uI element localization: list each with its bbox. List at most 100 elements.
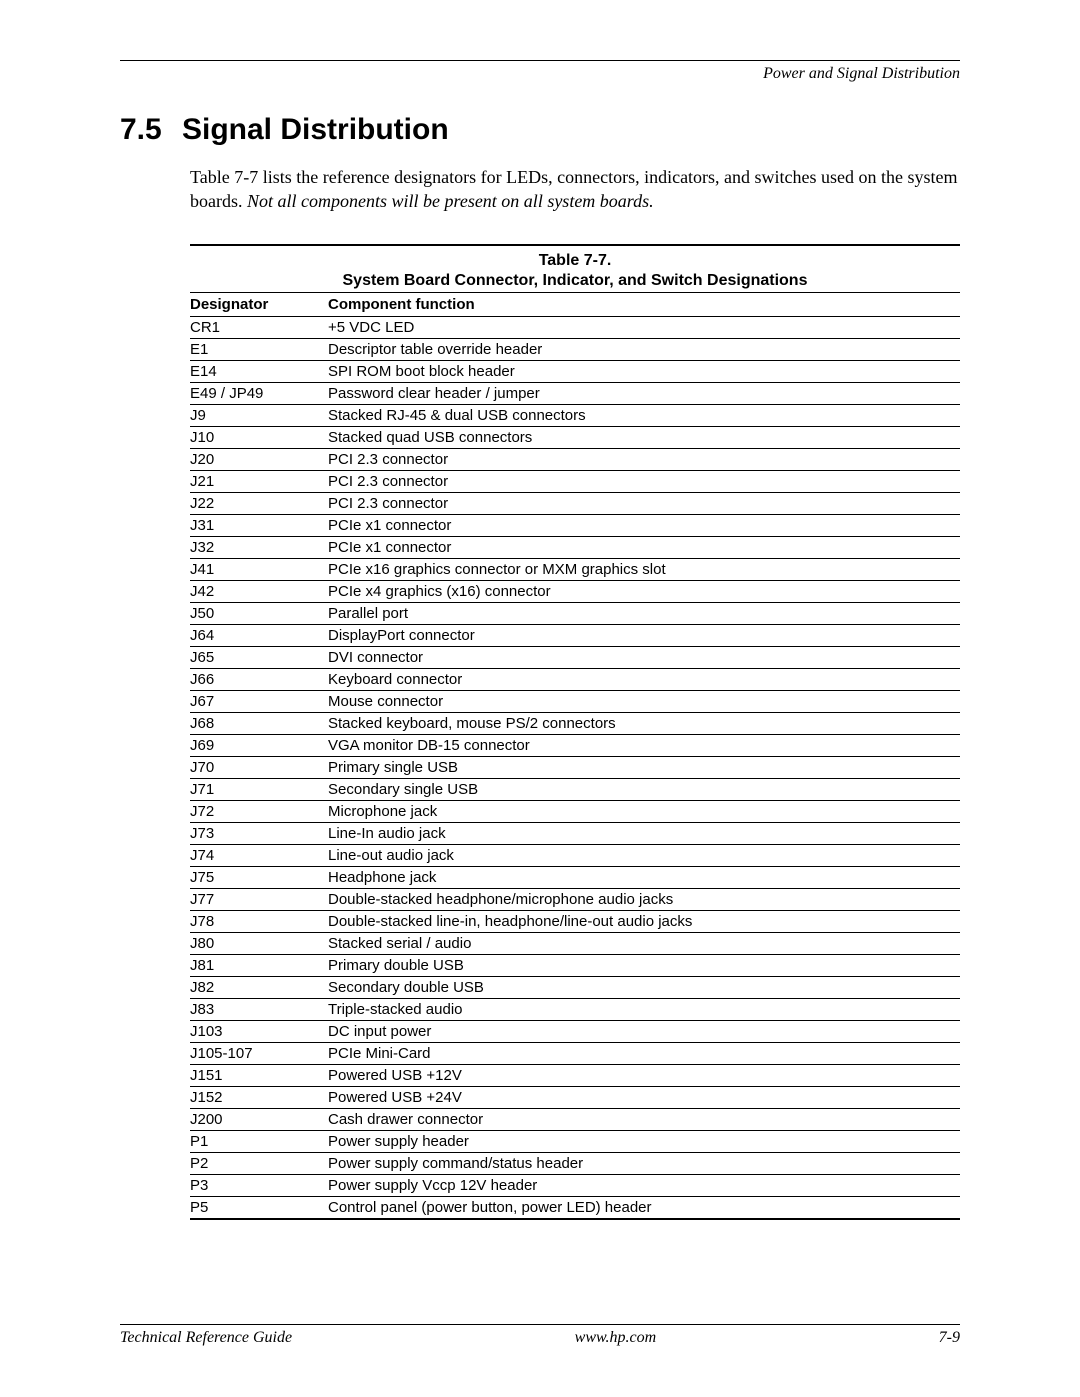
table-row: E1Descriptor table override header [190,338,960,360]
cell-designator: P2 [190,1152,328,1174]
cell-designator: J151 [190,1064,328,1086]
cell-designator: J105-107 [190,1042,328,1064]
table-row: J151Powered USB +12V [190,1064,960,1086]
cell-designator: J73 [190,822,328,844]
table-row: P1Power supply header [190,1130,960,1152]
table-row: J10Stacked quad USB connectors [190,426,960,448]
table-row: J73Line-In audio jack [190,822,960,844]
cell-function: SPI ROM boot block header [328,360,960,382]
cell-designator: J77 [190,888,328,910]
table-row: CR1+5 VDC LED [190,316,960,338]
cell-designator: J68 [190,712,328,734]
cell-function: Stacked quad USB connectors [328,426,960,448]
cell-designator: J67 [190,690,328,712]
cell-designator: CR1 [190,316,328,338]
table-row: J41PCIe x16 graphics connector or MXM gr… [190,558,960,580]
cell-function: Microphone jack [328,800,960,822]
intro-paragraph: Table 7-7 lists the reference designator… [190,165,960,214]
cell-designator: J9 [190,404,328,426]
table-row: J64DisplayPort connector [190,624,960,646]
cell-function: Stacked keyboard, mouse PS/2 connectors [328,712,960,734]
table-row: J69VGA monitor DB-15 connector [190,734,960,756]
cell-designator: P3 [190,1174,328,1196]
cell-function: DVI connector [328,646,960,668]
cell-designator: E14 [190,360,328,382]
cell-function: PCI 2.3 connector [328,470,960,492]
footer-center: www.hp.com [292,1329,939,1347]
cell-function: Control panel (power button, power LED) … [328,1196,960,1219]
cell-function: PCIe x1 connector [328,514,960,536]
cell-function: VGA monitor DB-15 connector [328,734,960,756]
table-row: J152Powered USB +24V [190,1086,960,1108]
cell-function: Power supply command/status header [328,1152,960,1174]
table-row: J67Mouse connector [190,690,960,712]
table-row: J80Stacked serial / audio [190,932,960,954]
header-function: Component function [328,292,960,316]
table-row: P5Control panel (power button, power LED… [190,1196,960,1219]
cell-function: Stacked RJ-45 & dual USB connectors [328,404,960,426]
cell-designator: J66 [190,668,328,690]
cell-function: Power supply Vccp 12V header [328,1174,960,1196]
cell-function: PCIe x1 connector [328,536,960,558]
table-row: E49 / JP49Password clear header / jumper [190,382,960,404]
cell-designator: J10 [190,426,328,448]
cell-designator: E1 [190,338,328,360]
cell-function: PCIe x16 graphics connector or MXM graph… [328,558,960,580]
cell-function: Triple-stacked audio [328,998,960,1020]
table-header-row: Designator Component function [190,292,960,316]
cell-function: Double-stacked headphone/microphone audi… [328,888,960,910]
cell-function: Descriptor table override header [328,338,960,360]
running-head: Power and Signal Distribution [120,65,960,83]
cell-designator: J83 [190,998,328,1020]
top-rule [120,60,960,61]
table-row: J21PCI 2.3 connector [190,470,960,492]
cell-function: Headphone jack [328,866,960,888]
table-row: E14SPI ROM boot block header [190,360,960,382]
cell-designator: J32 [190,536,328,558]
table-wrap: Table 7-7. System Board Connector, Indic… [190,244,960,1220]
cell-function: Cash drawer connector [328,1108,960,1130]
table-row: J105-107PCIe Mini-Card [190,1042,960,1064]
table-row: J42PCIe x4 graphics (x16) connector [190,580,960,602]
cell-designator: J80 [190,932,328,954]
cell-designator: J22 [190,492,328,514]
designators-table: Designator Component function CR1+5 VDC … [190,292,960,1220]
cell-function: +5 VDC LED [328,316,960,338]
header-designator: Designator [190,292,328,316]
cell-function: Primary double USB [328,954,960,976]
cell-function: Primary single USB [328,756,960,778]
table-row: J32PCIe x1 connector [190,536,960,558]
cell-function: DisplayPort connector [328,624,960,646]
section-heading: 7.5Signal Distribution [120,113,960,147]
table-row: J20PCI 2.3 connector [190,448,960,470]
cell-designator: J41 [190,558,328,580]
table-row: J78Double-stacked line-in, headphone/lin… [190,910,960,932]
table-row: J22PCI 2.3 connector [190,492,960,514]
intro-italic: Not all components will be present on al… [247,191,654,211]
cell-function: Secondary double USB [328,976,960,998]
section-title: Signal Distribution [182,113,449,146]
cell-function: PCIe Mini-Card [328,1042,960,1064]
section-number: 7.5 [120,113,182,147]
cell-function: Password clear header / jumper [328,382,960,404]
cell-function: PCI 2.3 connector [328,492,960,514]
cell-designator: J50 [190,602,328,624]
table-row: J83Triple-stacked audio [190,998,960,1020]
cell-function: Line-In audio jack [328,822,960,844]
cell-designator: J75 [190,866,328,888]
table-row: J75Headphone jack [190,866,960,888]
table-row: J200Cash drawer connector [190,1108,960,1130]
cell-function: Stacked serial / audio [328,932,960,954]
cell-designator: J20 [190,448,328,470]
table-caption: Table 7-7. [190,244,960,270]
table-row: P3Power supply Vccp 12V header [190,1174,960,1196]
cell-designator: P1 [190,1130,328,1152]
cell-function: Line-out audio jack [328,844,960,866]
cell-function: Mouse connector [328,690,960,712]
cell-designator: J21 [190,470,328,492]
cell-function: Powered USB +24V [328,1086,960,1108]
cell-designator: P5 [190,1196,328,1219]
cell-designator: J200 [190,1108,328,1130]
cell-function: Secondary single USB [328,778,960,800]
cell-designator: J72 [190,800,328,822]
